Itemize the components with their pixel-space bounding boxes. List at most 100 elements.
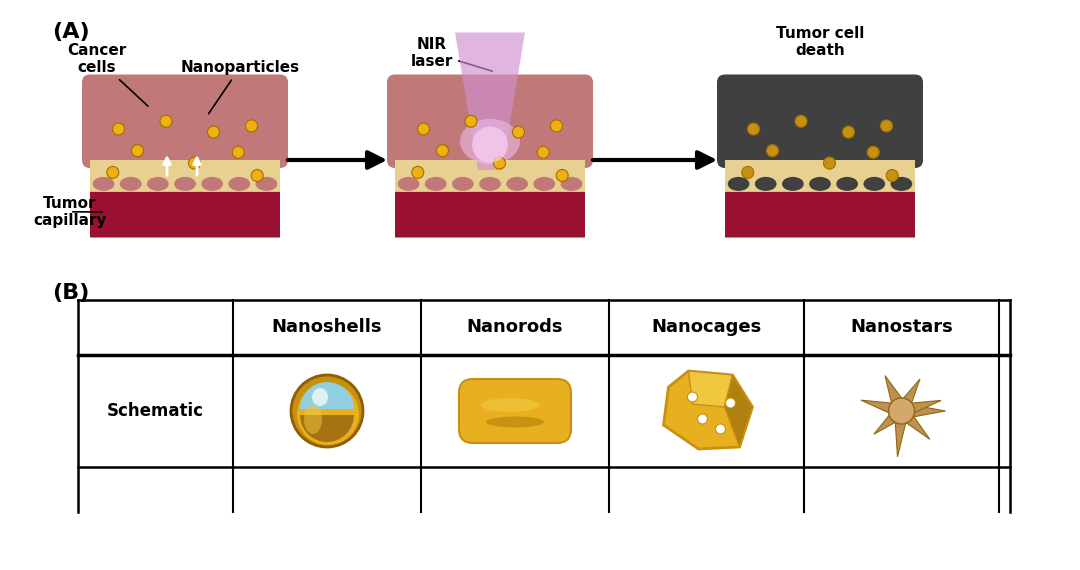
Circle shape xyxy=(742,166,754,178)
Circle shape xyxy=(767,145,779,157)
Ellipse shape xyxy=(120,177,141,191)
Circle shape xyxy=(472,127,508,162)
Circle shape xyxy=(132,145,144,157)
Ellipse shape xyxy=(507,177,528,191)
Circle shape xyxy=(232,146,244,158)
Polygon shape xyxy=(689,371,732,407)
Ellipse shape xyxy=(461,78,488,100)
FancyBboxPatch shape xyxy=(90,188,280,238)
Polygon shape xyxy=(900,400,941,418)
Circle shape xyxy=(747,123,759,135)
Circle shape xyxy=(698,414,707,424)
Circle shape xyxy=(436,145,448,157)
Ellipse shape xyxy=(534,177,555,191)
FancyBboxPatch shape xyxy=(725,188,915,238)
Ellipse shape xyxy=(486,417,544,428)
Circle shape xyxy=(880,120,892,132)
Ellipse shape xyxy=(480,177,501,191)
Circle shape xyxy=(556,169,568,181)
Ellipse shape xyxy=(481,398,539,412)
Circle shape xyxy=(824,157,836,169)
Polygon shape xyxy=(663,371,753,449)
FancyBboxPatch shape xyxy=(90,160,280,192)
FancyBboxPatch shape xyxy=(82,75,288,168)
Ellipse shape xyxy=(759,78,786,100)
Ellipse shape xyxy=(256,177,278,191)
Ellipse shape xyxy=(836,177,858,191)
Ellipse shape xyxy=(561,177,582,191)
Circle shape xyxy=(207,126,219,138)
Ellipse shape xyxy=(219,78,246,100)
Ellipse shape xyxy=(891,177,913,191)
Ellipse shape xyxy=(727,78,754,100)
Ellipse shape xyxy=(755,177,777,191)
Circle shape xyxy=(189,157,201,169)
Circle shape xyxy=(551,120,563,132)
Circle shape xyxy=(494,157,505,169)
Ellipse shape xyxy=(728,177,750,191)
Ellipse shape xyxy=(124,78,151,100)
Ellipse shape xyxy=(93,78,119,100)
Circle shape xyxy=(537,146,550,158)
Circle shape xyxy=(245,120,257,132)
Polygon shape xyxy=(874,406,906,434)
Text: Tumor cell
death: Tumor cell death xyxy=(775,26,864,58)
Circle shape xyxy=(465,115,477,127)
Text: Schematic: Schematic xyxy=(107,402,204,420)
Ellipse shape xyxy=(822,78,849,100)
Circle shape xyxy=(887,169,899,181)
Polygon shape xyxy=(455,32,525,170)
Wedge shape xyxy=(300,382,354,409)
Text: (B): (B) xyxy=(52,283,90,303)
Ellipse shape xyxy=(886,78,913,100)
Ellipse shape xyxy=(291,375,363,447)
Ellipse shape xyxy=(229,177,251,191)
Polygon shape xyxy=(725,375,753,447)
Ellipse shape xyxy=(492,78,519,100)
Ellipse shape xyxy=(556,78,582,100)
Ellipse shape xyxy=(429,78,456,100)
Ellipse shape xyxy=(791,78,818,100)
Polygon shape xyxy=(894,410,908,457)
Text: Tumor
capillary: Tumor capillary xyxy=(33,196,107,228)
Text: Nanorods: Nanorods xyxy=(467,319,564,336)
Ellipse shape xyxy=(863,177,886,191)
Circle shape xyxy=(418,123,430,135)
Circle shape xyxy=(726,398,735,408)
Circle shape xyxy=(513,126,525,138)
Text: Nanostars: Nanostars xyxy=(850,319,953,336)
Circle shape xyxy=(688,392,698,402)
Polygon shape xyxy=(902,403,945,419)
Ellipse shape xyxy=(524,78,551,100)
Ellipse shape xyxy=(460,119,519,164)
Circle shape xyxy=(107,166,119,178)
Ellipse shape xyxy=(303,404,322,434)
FancyBboxPatch shape xyxy=(725,160,915,192)
Circle shape xyxy=(715,424,726,434)
Ellipse shape xyxy=(93,177,114,191)
FancyBboxPatch shape xyxy=(717,75,923,168)
Wedge shape xyxy=(300,415,354,442)
Text: (A): (A) xyxy=(52,22,90,42)
Text: NIR
laser: NIR laser xyxy=(410,36,492,71)
Circle shape xyxy=(889,398,915,424)
Text: Cancer
cells: Cancer cells xyxy=(67,43,148,106)
Text: Nanoparticles: Nanoparticles xyxy=(180,60,299,113)
Circle shape xyxy=(112,123,124,135)
Ellipse shape xyxy=(174,177,195,191)
Polygon shape xyxy=(895,379,920,414)
Circle shape xyxy=(842,126,854,138)
Polygon shape xyxy=(861,400,903,418)
Ellipse shape xyxy=(201,177,222,191)
Ellipse shape xyxy=(312,388,328,406)
Circle shape xyxy=(795,115,807,127)
Ellipse shape xyxy=(187,78,214,100)
Ellipse shape xyxy=(147,177,168,191)
FancyBboxPatch shape xyxy=(459,379,571,443)
Ellipse shape xyxy=(854,78,881,100)
Circle shape xyxy=(867,146,879,158)
Circle shape xyxy=(411,166,423,178)
Ellipse shape xyxy=(782,177,804,191)
Ellipse shape xyxy=(453,177,474,191)
FancyBboxPatch shape xyxy=(387,75,593,168)
